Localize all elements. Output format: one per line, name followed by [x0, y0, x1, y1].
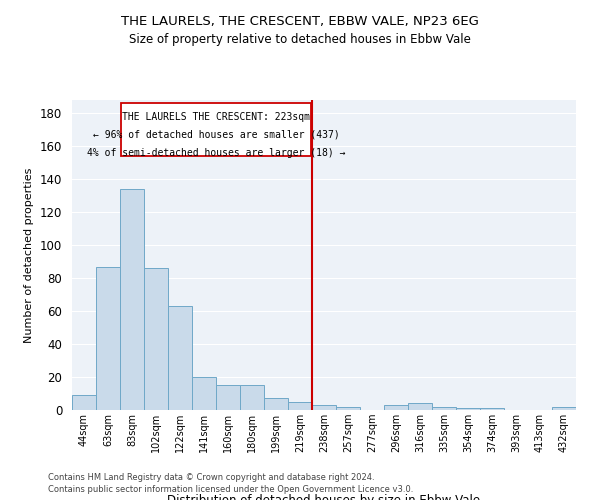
Bar: [384, 405, 408, 410]
Text: Contains HM Land Registry data © Crown copyright and database right 2024.: Contains HM Land Registry data © Crown c…: [48, 472, 374, 482]
Bar: [432, 406, 456, 410]
Bar: [120, 189, 144, 410]
Bar: [456, 408, 480, 410]
Bar: [192, 377, 216, 410]
Bar: [240, 386, 264, 410]
Bar: [96, 266, 120, 410]
Text: THE LAURELS THE CRESCENT: 223sqm: THE LAURELS THE CRESCENT: 223sqm: [122, 112, 310, 122]
X-axis label: Distribution of detached houses by size in Ebbw Vale: Distribution of detached houses by size …: [167, 494, 481, 500]
Bar: [144, 268, 168, 410]
Bar: [312, 405, 336, 410]
Bar: [336, 406, 360, 410]
Y-axis label: Number of detached properties: Number of detached properties: [25, 168, 34, 342]
Bar: [72, 395, 96, 410]
Bar: [121, 104, 311, 156]
Bar: [264, 398, 288, 410]
Bar: [480, 408, 504, 410]
Text: 4% of semi-detached houses are larger (18) →: 4% of semi-detached houses are larger (1…: [87, 148, 345, 158]
Bar: [288, 402, 312, 410]
Text: ← 96% of detached houses are smaller (437): ← 96% of detached houses are smaller (43…: [92, 130, 340, 140]
Bar: [168, 306, 192, 410]
Text: Size of property relative to detached houses in Ebbw Vale: Size of property relative to detached ho…: [129, 32, 471, 46]
Text: Contains public sector information licensed under the Open Government Licence v3: Contains public sector information licen…: [48, 485, 413, 494]
Bar: [408, 404, 432, 410]
Bar: [216, 386, 240, 410]
Bar: [552, 406, 576, 410]
Text: THE LAURELS, THE CRESCENT, EBBW VALE, NP23 6EG: THE LAURELS, THE CRESCENT, EBBW VALE, NP…: [121, 15, 479, 28]
